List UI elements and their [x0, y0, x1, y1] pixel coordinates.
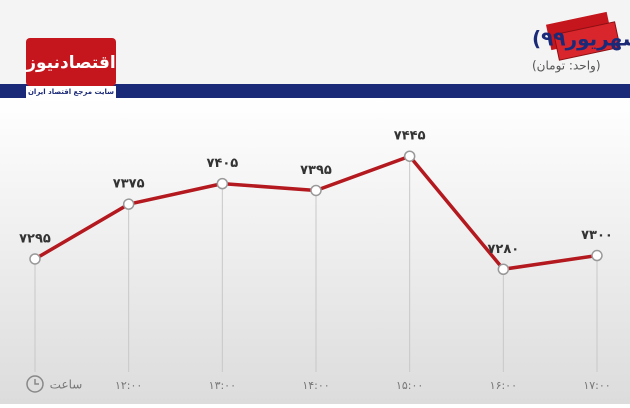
x-tick-label: ۱۶:۰۰	[490, 379, 517, 392]
point	[591, 249, 603, 262]
point	[29, 253, 41, 265]
chart-subtitle: (واحد: تومان)	[532, 59, 601, 74]
tagline-box	[26, 86, 116, 98]
data-label: ۷۳۷۵	[113, 177, 145, 192]
x-tick-label: ۱۵:۰۰	[396, 379, 423, 392]
clock-hands	[34, 379, 39, 385]
x-tick-label: ۱۷:۰۰	[583, 379, 610, 392]
clock-icon	[26, 375, 44, 393]
tagline: سایت مرجع اقتصاد ایران	[28, 88, 114, 96]
data-label: ۷۳۰۰	[581, 228, 613, 243]
point	[497, 263, 510, 275]
x-tick-label: ۱۴:۰۰	[302, 379, 329, 392]
x-axis-label: ساعت	[50, 378, 83, 392]
point	[216, 177, 229, 190]
header-band	[0, 84, 630, 98]
data-label: ۷۳۹۵	[300, 163, 332, 178]
point	[122, 198, 135, 210]
x-tick-label: ۱۳:۰۰	[209, 379, 236, 392]
money-icon	[545, 11, 621, 61]
point	[310, 184, 322, 197]
data-label: ۷۲۸۰	[487, 242, 519, 257]
plot-bg	[0, 98, 630, 404]
logo: اقتصادنیوز	[25, 53, 116, 73]
x-tick-label: ۱۲:۰۰	[115, 379, 142, 392]
data-label: ۷۴۴۵	[394, 129, 426, 144]
data-label: ۷۴۰۵	[206, 156, 238, 171]
chart-title: | روند بهای درهم (دوشنبه ۲۴ شهریور۹۹)	[532, 27, 630, 51]
data-label: ۷۲۹۵	[19, 231, 51, 246]
logo-box	[26, 38, 116, 86]
point	[403, 150, 416, 162]
